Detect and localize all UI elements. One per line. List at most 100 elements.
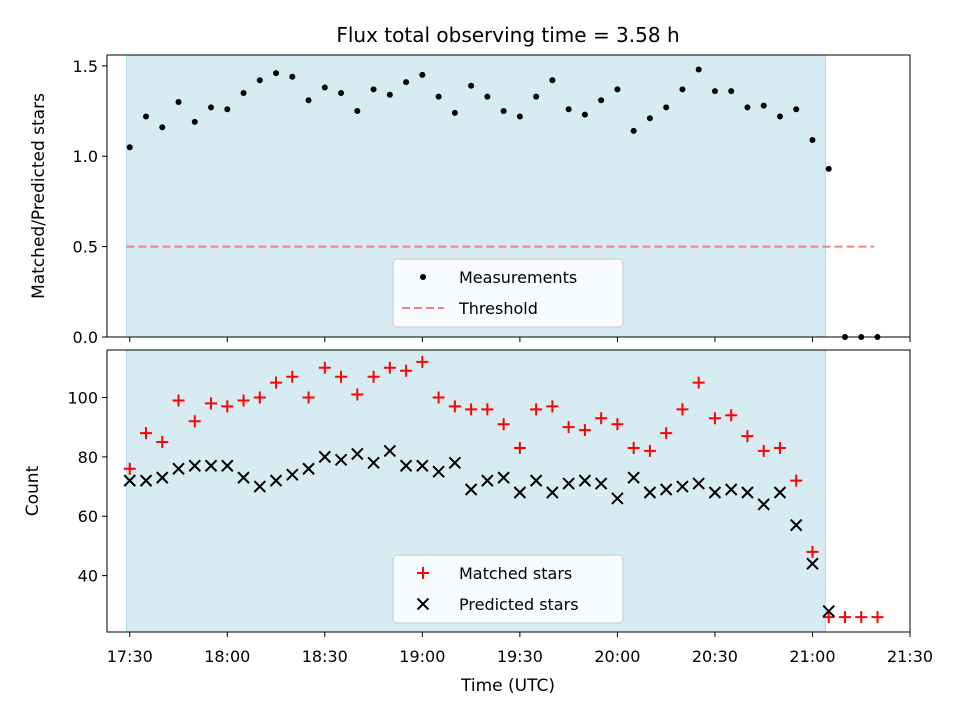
predicted-point <box>676 480 689 493</box>
predicted-point <box>643 486 657 499</box>
matched-point <box>611 418 624 431</box>
legend-label: Predicted stars <box>459 595 579 614</box>
predicted-point <box>416 459 429 472</box>
matched-point <box>205 397 218 410</box>
predicted-point <box>302 462 315 475</box>
predicted-point <box>351 447 364 461</box>
matched-point <box>351 388 364 401</box>
legend: Measurements Threshold <box>392 258 624 328</box>
measurement-point <box>598 97 605 104</box>
matched-point <box>481 403 494 416</box>
predicted-point <box>611 492 624 505</box>
measurement-point <box>776 113 783 120</box>
measurement-point <box>711 88 718 95</box>
predicted-point <box>790 518 803 532</box>
matched-point <box>253 391 266 404</box>
predicted-point <box>221 459 234 472</box>
x-tick-label: 20:00 <box>594 647 640 666</box>
axes-frame <box>106 54 911 338</box>
measurement-point <box>581 111 588 118</box>
matched-point <box>838 611 851 624</box>
series-predicted-stars <box>123 444 835 618</box>
matched-point <box>530 403 543 416</box>
measurement-point <box>516 113 523 120</box>
axes-frame <box>106 349 911 633</box>
measurement-point <box>273 70 280 77</box>
measurement-point <box>549 77 556 84</box>
y-tick-label: 60 <box>78 507 98 526</box>
x-tick-label: 19:00 <box>399 647 445 666</box>
predicted-point <box>286 468 299 481</box>
matched-point <box>318 361 331 374</box>
matched-point <box>741 430 754 443</box>
matched-point <box>221 400 234 413</box>
ratio-panel: 0.0 0.5 1.0 1.5 Matched/Predicted stars Measu… <box>29 54 911 347</box>
y-tick-label: 80 <box>78 448 98 467</box>
legend-label: Measurements <box>459 268 577 287</box>
matched-point <box>465 403 478 416</box>
matched-point <box>578 424 591 437</box>
matched-point <box>660 427 673 440</box>
measurement-point <box>500 108 507 115</box>
measurement-point <box>191 118 198 125</box>
predicted-point <box>806 557 819 570</box>
measurement-point <box>126 144 133 151</box>
predicted-point <box>188 459 201 472</box>
matched-point <box>871 611 884 624</box>
measurement-point <box>403 79 410 86</box>
measurement-point <box>419 71 426 78</box>
predicted-point <box>659 483 673 496</box>
predicted-point <box>562 477 575 490</box>
series-measurements <box>126 66 881 340</box>
predicted-point <box>546 486 559 499</box>
matched-point <box>237 394 250 407</box>
matched-point <box>855 611 868 624</box>
predicted-point <box>627 471 640 484</box>
legend: Matched stars Predicted stars <box>392 554 624 624</box>
measurement-point <box>793 106 800 113</box>
measurement-point <box>451 109 458 116</box>
matched-point <box>335 370 348 383</box>
measurement-point <box>484 93 491 100</box>
y-tick-label: 0.0 <box>73 328 98 347</box>
predicted-point <box>448 456 462 470</box>
predicted-point <box>708 486 722 499</box>
legend-marker-measurements <box>420 274 426 280</box>
matched-point <box>286 370 299 383</box>
x-tick-label: 18:00 <box>204 647 250 666</box>
matched-point <box>188 415 201 428</box>
predicted-point <box>399 459 413 472</box>
legend-label: Matched stars <box>459 564 572 583</box>
predicted-point <box>773 486 787 499</box>
legend-label: Threshold <box>458 299 538 318</box>
predicted-point <box>383 444 397 458</box>
predicted-point <box>318 450 332 464</box>
predicted-point <box>172 462 185 475</box>
predicted-point <box>757 498 770 511</box>
predicted-point <box>367 456 380 470</box>
predicted-point <box>481 474 494 487</box>
y-tick-label: 1.0 <box>73 147 98 166</box>
matched-point <box>822 611 835 624</box>
measurement-point <box>386 91 393 98</box>
measurement-point <box>370 86 377 93</box>
measurement-point <box>321 84 328 91</box>
matched-point <box>627 441 640 454</box>
x-tick-label: 21:30 <box>887 647 933 666</box>
x-tick-label: 17:30 <box>107 647 153 666</box>
matched-point <box>172 394 185 407</box>
matched-point <box>513 441 526 454</box>
x-tick-label: 20:30 <box>692 647 738 666</box>
matched-point <box>692 376 705 389</box>
measurement-point <box>208 104 215 111</box>
legend-box <box>392 258 624 328</box>
predicted-point <box>513 486 527 499</box>
count-panel: 40 60 80 100 17:30 18:00 18:30 19:00 19:30 20:00 2… <box>23 349 933 666</box>
matched-point <box>725 409 738 422</box>
matched-point <box>400 364 413 377</box>
y-tick-label: 0.5 <box>73 238 98 257</box>
matched-point <box>270 376 283 389</box>
matched-point <box>546 400 559 413</box>
measurement-point <box>728 88 735 95</box>
